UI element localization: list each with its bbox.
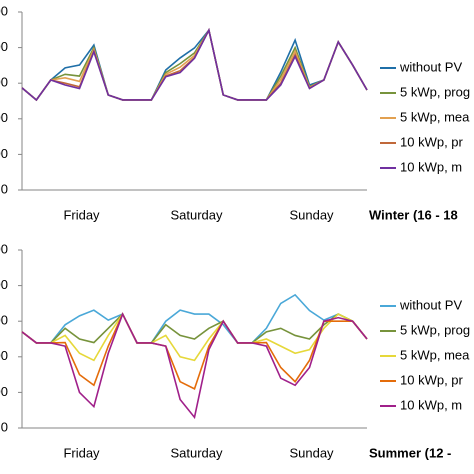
y-tick-label: 400 xyxy=(0,277,8,292)
series-line xyxy=(21,27,368,102)
legend-label: 10 kWp, m xyxy=(400,159,462,174)
y-tick-label: 100 xyxy=(0,146,8,161)
series-line xyxy=(21,28,368,102)
legend-label: 5 kWp, prog xyxy=(400,84,470,99)
y-tick-label: 300 xyxy=(0,313,8,328)
legend-label: 5 kWp, mea xyxy=(400,347,470,362)
x-tick-label: Saturday xyxy=(170,445,223,460)
y-tick-label: 200 xyxy=(0,348,8,363)
legend-label: 10 kWp, m xyxy=(400,397,462,412)
x-tick-label: Sunday xyxy=(289,207,334,222)
panel-title: Summer (12 - xyxy=(369,445,451,460)
series-line xyxy=(21,28,368,102)
y-tick-label: 500 xyxy=(0,3,8,18)
x-tick-label: Sunday xyxy=(289,445,334,460)
y-tick-label: 0 xyxy=(1,419,8,434)
legend-label: 5 kWp, prog xyxy=(400,322,470,337)
x-tick-label: Saturday xyxy=(170,207,223,222)
series-line xyxy=(21,312,368,344)
y-tick-label: 400 xyxy=(0,39,8,54)
series-line xyxy=(21,312,368,390)
y-tick-label: 0 xyxy=(1,181,8,196)
legend-label: 10 kWp, pr xyxy=(400,134,464,149)
series-line xyxy=(21,27,368,102)
y-tick-label: 500 xyxy=(0,241,8,256)
legend-label: 10 kWp, pr xyxy=(400,372,464,387)
series-line xyxy=(21,27,368,102)
x-tick-label: Friday xyxy=(63,445,100,460)
y-tick-label: 200 xyxy=(0,110,8,125)
series-line xyxy=(21,293,368,344)
y-tick-label: 300 xyxy=(0,75,8,90)
series-line xyxy=(21,312,368,362)
y-tick-label: 100 xyxy=(0,384,8,399)
legend-label: 5 kWp, mea xyxy=(400,109,470,124)
x-tick-label: Friday xyxy=(63,207,100,222)
series-line xyxy=(21,312,368,420)
legend-label: without PV xyxy=(399,59,462,74)
panel-title: Winter (16 - 18 xyxy=(369,207,458,222)
legend-label: without PV xyxy=(399,297,462,312)
